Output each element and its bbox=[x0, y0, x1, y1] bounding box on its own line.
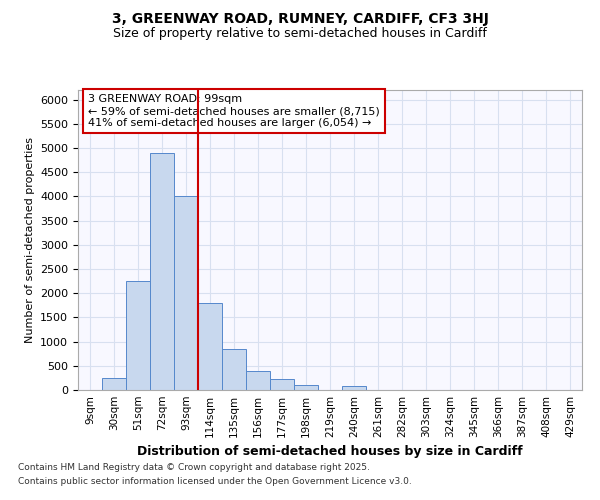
Text: Contains public sector information licensed under the Open Government Licence v3: Contains public sector information licen… bbox=[18, 477, 412, 486]
Y-axis label: Number of semi-detached properties: Number of semi-detached properties bbox=[25, 137, 35, 343]
Bar bbox=[127, 281, 149, 390]
Bar bbox=[295, 385, 317, 390]
Bar bbox=[199, 303, 221, 390]
Bar bbox=[175, 196, 197, 390]
Text: 3 GREENWAY ROAD: 99sqm
← 59% of semi-detached houses are smaller (8,715)
41% of : 3 GREENWAY ROAD: 99sqm ← 59% of semi-det… bbox=[88, 94, 380, 128]
Bar bbox=[247, 370, 269, 390]
Text: Size of property relative to semi-detached houses in Cardiff: Size of property relative to semi-detach… bbox=[113, 28, 487, 40]
Bar bbox=[151, 153, 173, 390]
X-axis label: Distribution of semi-detached houses by size in Cardiff: Distribution of semi-detached houses by … bbox=[137, 446, 523, 458]
Bar bbox=[103, 378, 125, 390]
Bar bbox=[343, 386, 365, 390]
Text: Contains HM Land Registry data © Crown copyright and database right 2025.: Contains HM Land Registry data © Crown c… bbox=[18, 464, 370, 472]
Bar bbox=[271, 379, 293, 390]
Bar bbox=[223, 349, 245, 390]
Text: 3, GREENWAY ROAD, RUMNEY, CARDIFF, CF3 3HJ: 3, GREENWAY ROAD, RUMNEY, CARDIFF, CF3 3… bbox=[112, 12, 488, 26]
